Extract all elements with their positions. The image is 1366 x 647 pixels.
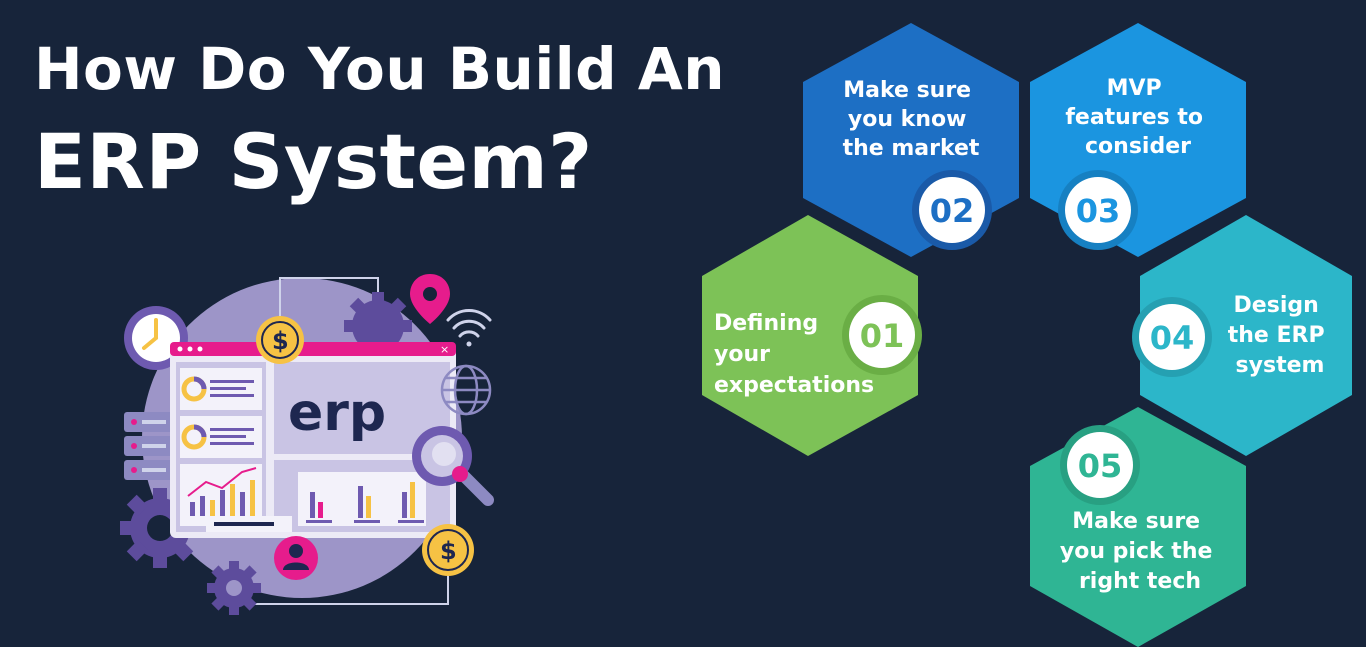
- step-01-line-1: Defining: [714, 311, 818, 336]
- erp-window: ×: [170, 342, 456, 538]
- bar-chart-icon: [187, 467, 257, 516]
- svg-text:$: $: [272, 327, 289, 355]
- step-02-line-2: you know: [848, 107, 967, 132]
- svg-text:Make sure you know: Make sure you know the market: [843, 78, 980, 161]
- svg-text:×: ×: [440, 343, 449, 356]
- step-03-line-3: consider: [1085, 134, 1191, 159]
- step-02-line-3: the market: [843, 136, 980, 161]
- user-icon: [274, 536, 318, 580]
- erp-illustration: ×: [120, 274, 494, 615]
- title-line-2: ERP System?: [34, 117, 593, 206]
- step-05-line-2: you pick the: [1060, 539, 1213, 564]
- step-05-line-1: Make sure: [1072, 509, 1200, 534]
- steps-diagram: Make sure you know the market 02 MVP fea…: [702, 23, 1352, 647]
- svg-text:Defining your expe: Defining your expectations: [714, 311, 874, 398]
- step-03-hexagon: MVP features to consider 03: [1030, 23, 1246, 257]
- step-02-line-1: Make sure: [843, 78, 971, 103]
- svg-text:$: $: [440, 537, 457, 565]
- page-title: How Do You Build An ERP System?: [34, 30, 725, 212]
- erp-screen-word: erp: [288, 383, 386, 443]
- step-01-line-2: your: [714, 342, 770, 367]
- wifi-icon: [446, 309, 492, 347]
- step-04-line-3: system: [1236, 353, 1325, 378]
- location-pin-icon: [410, 274, 450, 324]
- title-line-1: How Do You Build An: [34, 35, 725, 103]
- step-05-number: 05: [1078, 447, 1123, 485]
- server-icon: [124, 412, 174, 480]
- step-02-hexagon: Make sure you know the market 02: [803, 23, 1019, 257]
- svg-text:Design the ERP sys: Design the ERP system: [1228, 293, 1333, 378]
- step-04-line-1: Design: [1234, 293, 1319, 318]
- step-02-number: 02: [930, 192, 975, 230]
- step-01-hexagon: Defining your expectations 01: [702, 215, 922, 456]
- globe-icon: [440, 364, 492, 416]
- step-04-line-2: the ERP: [1228, 323, 1325, 348]
- dollar-coin-icon: $: [256, 316, 304, 364]
- magnifier-icon: [412, 426, 494, 506]
- step-01-number: 01: [860, 317, 905, 355]
- step-03-line-2: features to: [1065, 105, 1203, 130]
- gear-icon: [207, 561, 261, 615]
- step-05-line-3: right tech: [1079, 569, 1201, 594]
- step-05-hexagon: 05 Make sure you pick the right tech: [1030, 407, 1246, 647]
- step-03-line-1: MVP: [1107, 76, 1162, 101]
- step-04-hexagon: Design the ERP system 04: [1132, 215, 1352, 456]
- dollar-coin-icon: $: [422, 524, 474, 576]
- bar-chart-icon: [306, 482, 424, 523]
- svg-text:Make sure you pick the: Make sure you pick the right tech: [1060, 509, 1220, 594]
- step-04-number: 04: [1150, 319, 1195, 357]
- step-03-number: 03: [1076, 192, 1121, 230]
- donut-chart-icon: [181, 376, 207, 450]
- svg-text:MVP features to co: MVP features to consider: [1065, 76, 1210, 159]
- step-01-line-3: expectations: [714, 373, 874, 398]
